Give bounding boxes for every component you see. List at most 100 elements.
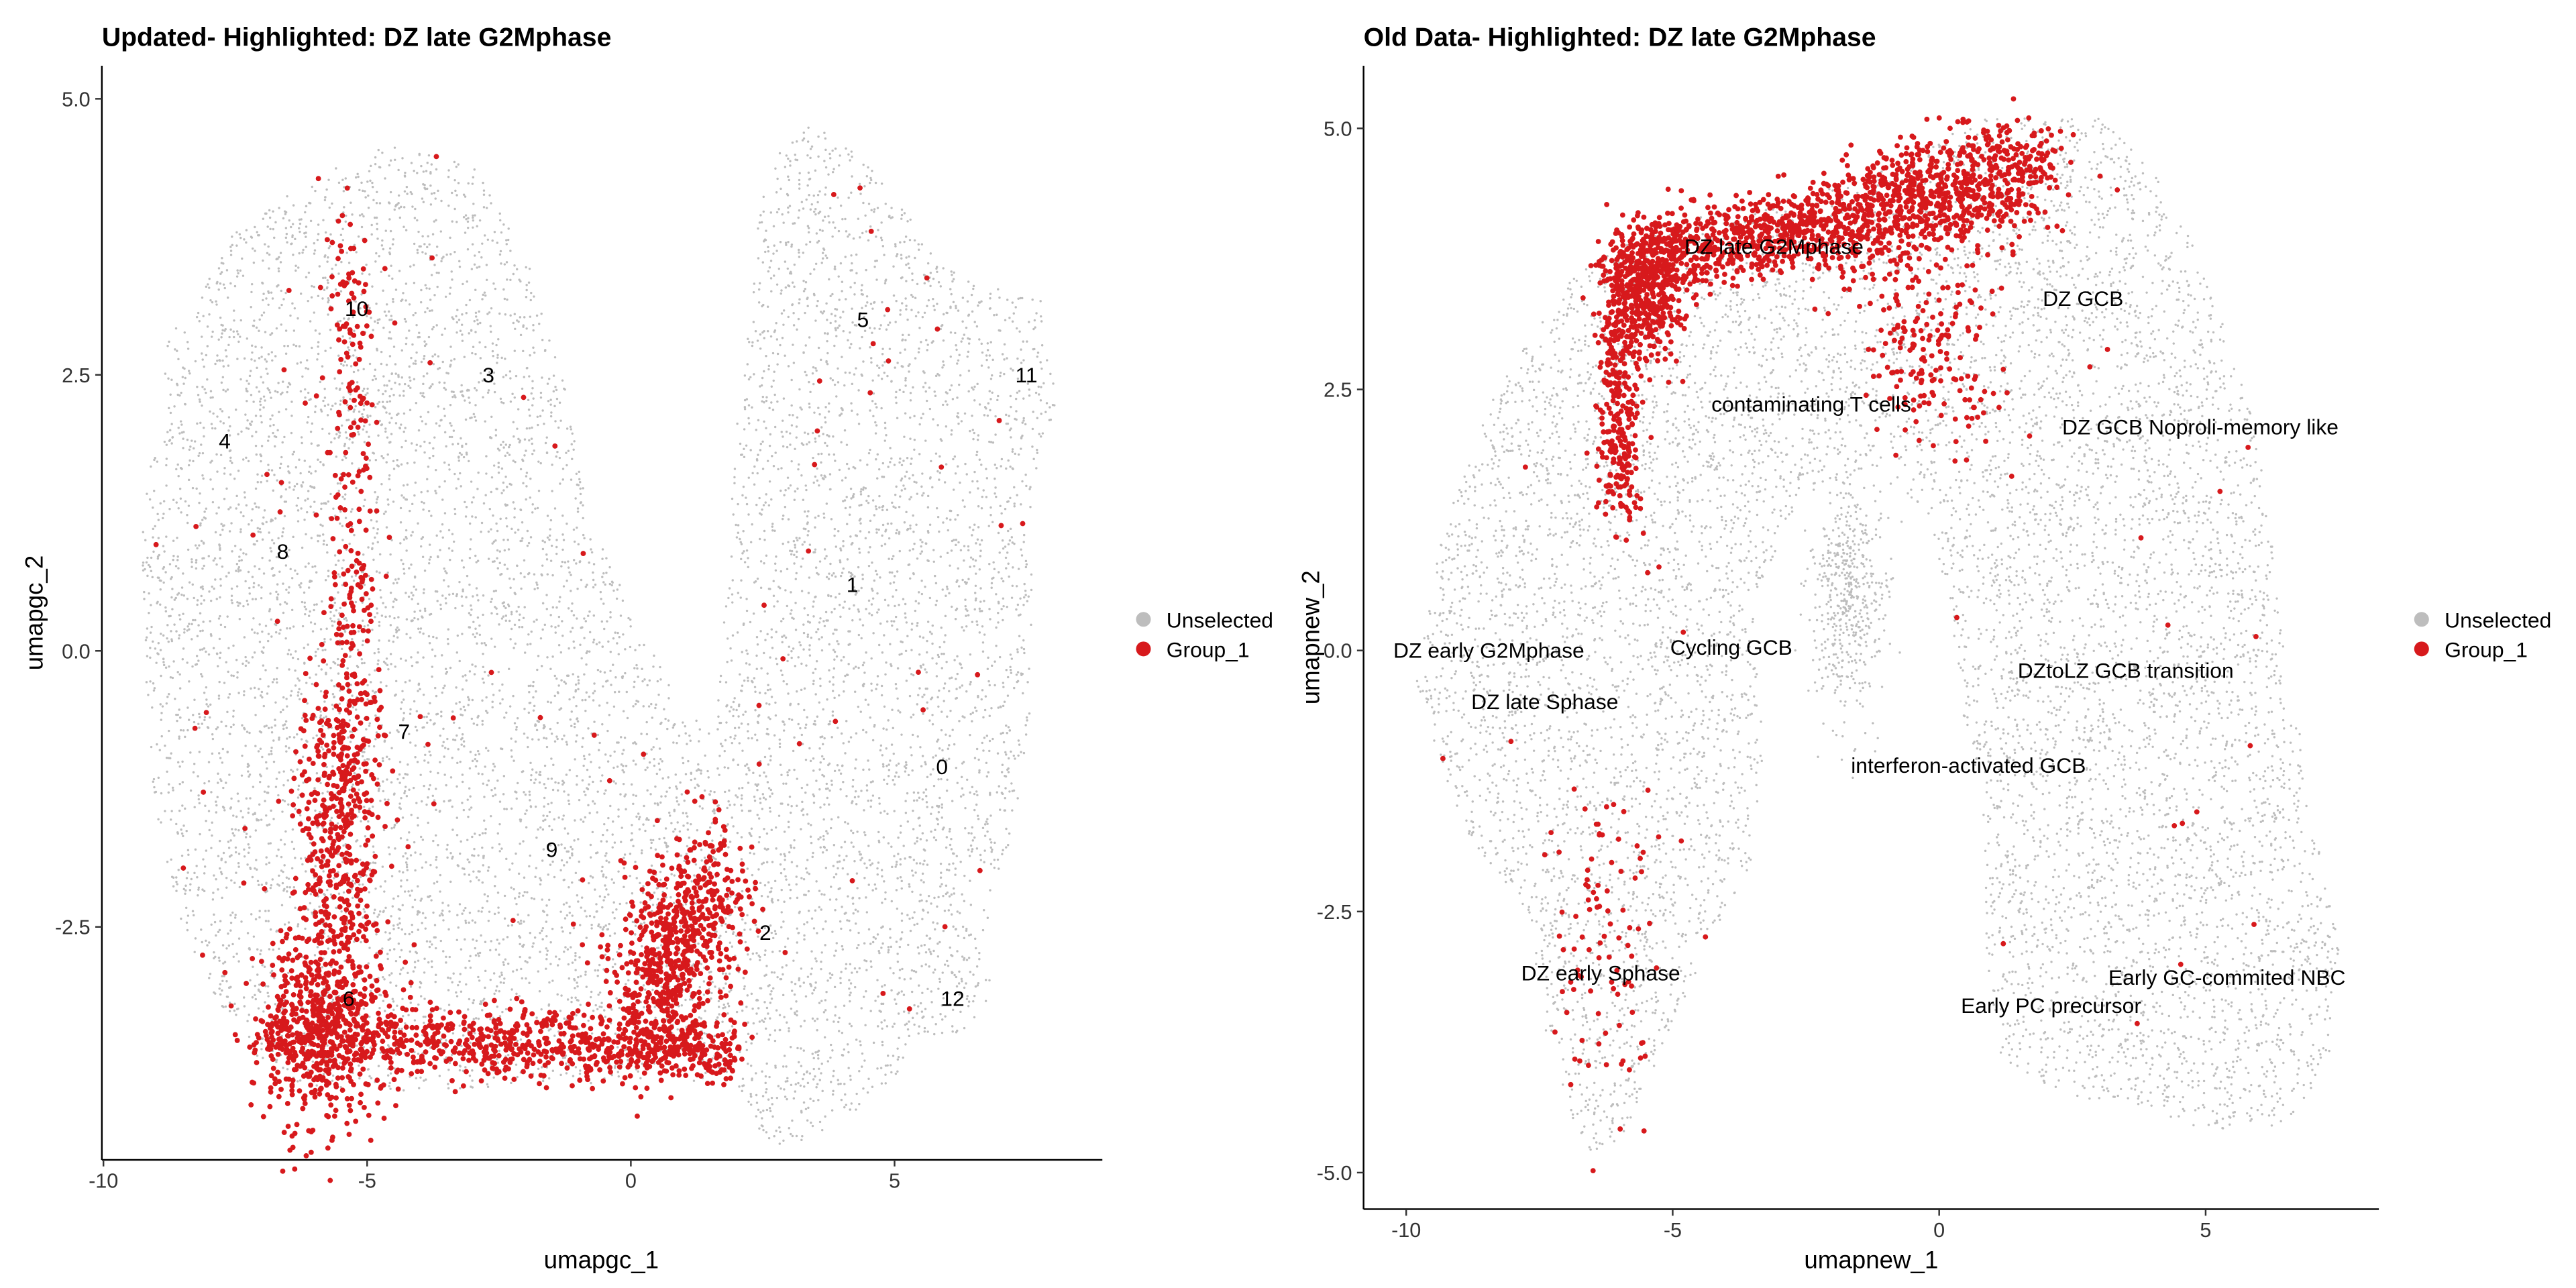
- unselected-point: [824, 148, 827, 152]
- unselected-point: [1012, 369, 1014, 372]
- unselected-point: [256, 473, 259, 476]
- unselected-point: [938, 472, 942, 474]
- unselected-point: [428, 945, 431, 949]
- unselected-point: [899, 876, 902, 879]
- unselected-point: [525, 284, 528, 286]
- unselected-point: [467, 217, 470, 219]
- unselected-point: [228, 773, 231, 776]
- unselected-point: [991, 737, 994, 741]
- unselected-point: [536, 506, 539, 510]
- unselected-point: [727, 1031, 729, 1034]
- unselected-point: [908, 370, 910, 373]
- unselected-point: [472, 345, 475, 348]
- unselected-point: [903, 521, 906, 524]
- unselected-point: [378, 1006, 381, 1010]
- unselected-point: [900, 217, 903, 220]
- unselected-point: [781, 641, 784, 644]
- unselected-point: [425, 715, 428, 718]
- unselected-point: [496, 1061, 499, 1064]
- unselected-point: [747, 680, 749, 682]
- unselected-point: [551, 860, 554, 863]
- unselected-point: [807, 231, 810, 233]
- unselected-point: [817, 155, 820, 158]
- unselected-point: [414, 725, 417, 729]
- unselected-point: [612, 637, 615, 640]
- unselected-point: [946, 551, 949, 555]
- unselected-point: [922, 663, 925, 666]
- unselected-point: [462, 455, 466, 459]
- unselected-point: [213, 874, 215, 877]
- unselected-point: [857, 608, 860, 611]
- unselected-point: [247, 807, 250, 810]
- unselected-point: [474, 353, 477, 356]
- unselected-point: [294, 237, 297, 241]
- unselected-point: [578, 1072, 582, 1075]
- unselected-point: [541, 926, 545, 930]
- unselected-point: [895, 764, 898, 767]
- unselected-point: [228, 1002, 231, 1004]
- unselected-point: [402, 562, 405, 566]
- unselected-point: [546, 949, 549, 952]
- unselected-point: [368, 722, 371, 724]
- unselected-point: [819, 677, 822, 680]
- unselected-point: [199, 400, 201, 403]
- unselected-point: [972, 1000, 975, 1003]
- unselected-point: [392, 298, 394, 301]
- unselected-point: [499, 443, 502, 446]
- unselected-point: [918, 984, 920, 987]
- unselected-point: [219, 533, 222, 537]
- unselected-point: [198, 320, 201, 323]
- unselected-point: [485, 207, 488, 209]
- unselected-point: [233, 335, 235, 339]
- unselected-point: [213, 913, 215, 916]
- unselected-point: [176, 719, 178, 722]
- unselected-point: [818, 413, 821, 416]
- unselected-point: [530, 437, 533, 440]
- unselected-point: [411, 890, 413, 892]
- unselected-point: [588, 631, 592, 634]
- unselected-point: [465, 983, 468, 986]
- unselected-point: [152, 527, 154, 531]
- unselected-point: [242, 515, 245, 518]
- unselected-point: [602, 833, 604, 837]
- unselected-point: [227, 944, 231, 947]
- unselected-point: [361, 413, 364, 416]
- unselected-point: [1002, 547, 1005, 550]
- unselected-point: [876, 979, 879, 981]
- unselected-point: [411, 205, 414, 208]
- unselected-point: [229, 473, 232, 476]
- unselected-point: [189, 789, 193, 792]
- unselected-point: [394, 381, 396, 384]
- unselected-point: [820, 636, 823, 639]
- unselected-point: [863, 185, 866, 188]
- unselected-point: [741, 1089, 743, 1093]
- unselected-point: [967, 545, 970, 548]
- unselected-point: [304, 566, 307, 568]
- unselected-point: [269, 842, 272, 845]
- unselected-point: [892, 555, 895, 557]
- unselected-point: [930, 953, 932, 955]
- unselected-point: [833, 534, 836, 537]
- unselected-point: [592, 638, 596, 641]
- unselected-point: [368, 435, 370, 438]
- unselected-point: [491, 846, 494, 849]
- unselected-point: [910, 462, 912, 466]
- unselected-point: [1014, 452, 1016, 455]
- unselected-point: [215, 934, 217, 937]
- unselected-point: [782, 680, 785, 683]
- unselected-point: [232, 644, 235, 647]
- unselected-point: [967, 957, 971, 959]
- unselected-point: [366, 698, 369, 701]
- unselected-point: [822, 835, 825, 838]
- unselected-point: [786, 1079, 789, 1083]
- unselected-point: [317, 223, 320, 226]
- unselected-point: [462, 193, 466, 196]
- unselected-point: [763, 539, 766, 541]
- unselected-point: [880, 694, 883, 697]
- unselected-point: [419, 415, 422, 419]
- unselected-point: [791, 141, 794, 144]
- unselected-point: [363, 759, 366, 762]
- unselected-point: [769, 211, 773, 214]
- unselected-point: [820, 1063, 823, 1065]
- unselected-point: [858, 967, 861, 970]
